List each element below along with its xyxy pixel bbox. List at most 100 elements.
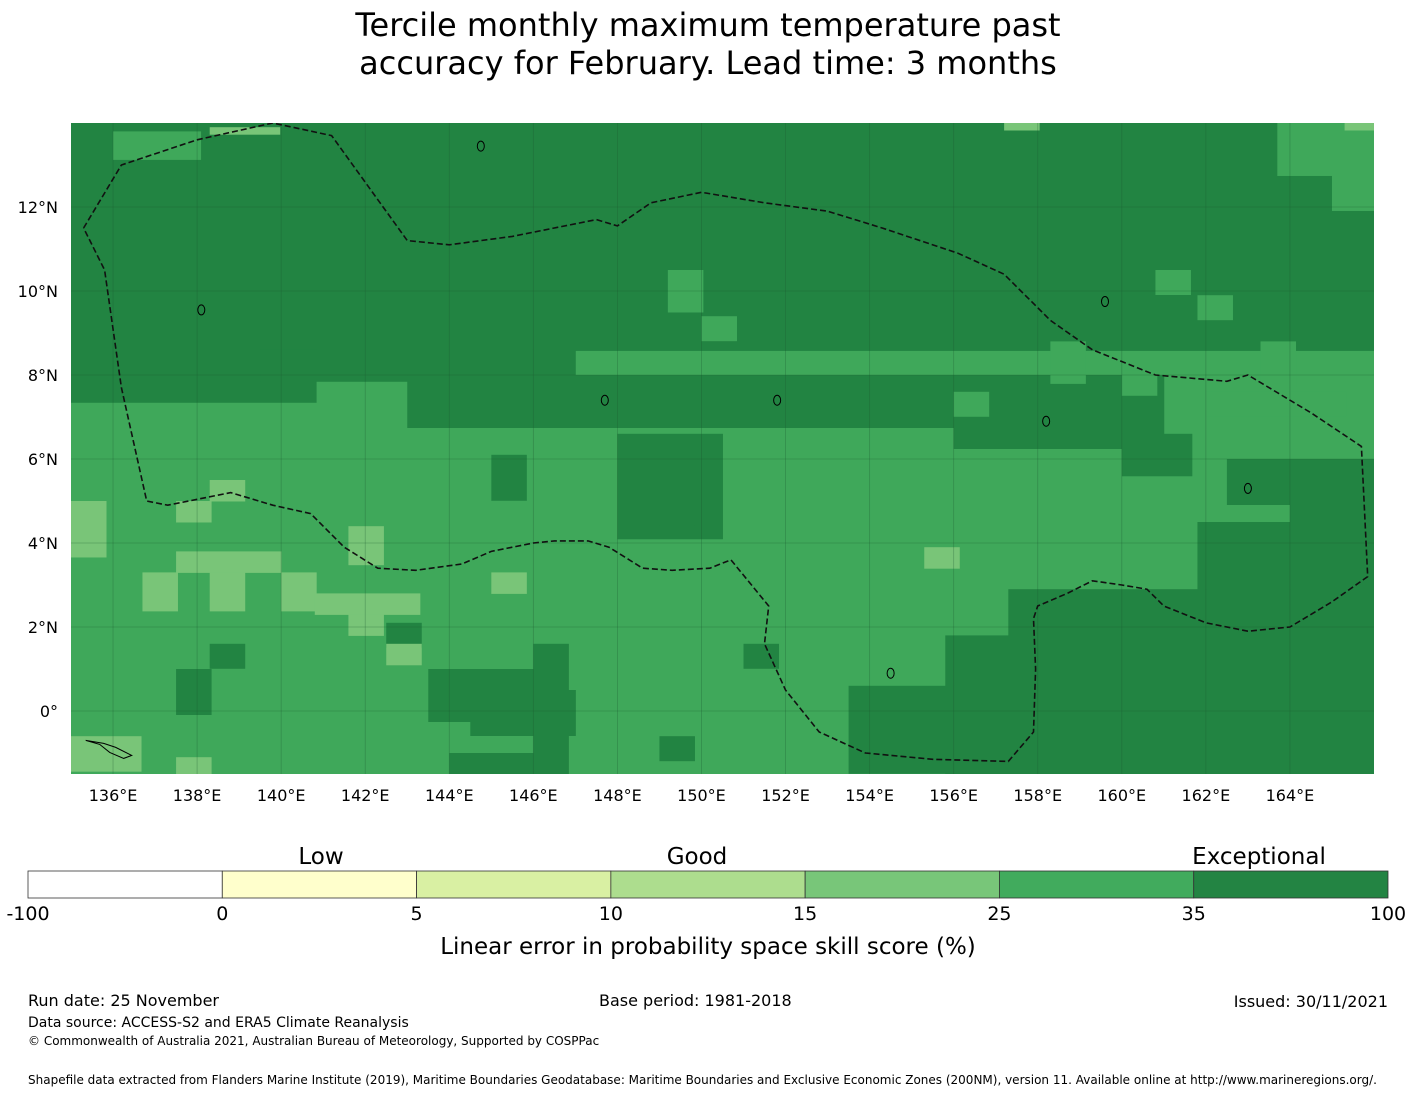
island-outline	[476, 140, 485, 152]
patch-exceptional	[176, 669, 212, 715]
patch-good-mid	[209, 127, 281, 135]
category-exceptional: Exceptional	[1192, 844, 1326, 870]
patch-good-high	[1197, 295, 1233, 321]
skill-map	[49, 123, 1374, 774]
lon-tick-label: 164°E	[1266, 786, 1315, 805]
island-outline	[197, 304, 206, 316]
patch-good-high	[113, 131, 202, 160]
patch-good-high	[1155, 270, 1191, 295]
lon-tick-label: 136°E	[89, 786, 138, 805]
lat-tick-label: 2°N	[28, 618, 58, 637]
patch-good-mid	[1344, 123, 1374, 131]
patch-exceptional	[1121, 433, 1193, 477]
lon-tick-label: 148°E	[593, 786, 642, 805]
island-outline	[85, 739, 133, 759]
lon-tick-label: 158°E	[1013, 786, 1062, 805]
patch-good-mid	[176, 757, 212, 774]
patch-good-high	[667, 270, 704, 313]
colorbar-segment	[804, 870, 1000, 899]
lat-tick-label: 12°N	[18, 198, 58, 217]
patch-exceptional	[1226, 459, 1374, 505]
colorbar-tick-label: 0	[216, 903, 228, 925]
patch-exceptional	[71, 123, 1374, 351]
patch-exceptional	[449, 753, 555, 774]
latitude-axis: 12°N 10°N 8°N 6°N 4°N 2°N 0°	[18, 198, 58, 721]
island-outline	[1243, 482, 1252, 494]
shapefile-credit: Shapefile data extracted from Flanders M…	[28, 1073, 1377, 1087]
island-outline	[49, 391, 56, 401]
title-line-2: accuracy for February. Lead time: 3 mont…	[359, 44, 1057, 82]
patch-exceptional	[407, 375, 618, 428]
colorbar-label: Linear error in probability space skill …	[440, 934, 976, 960]
colorbar-tick-label: -100	[6, 903, 49, 925]
lon-tick-label: 138°E	[173, 786, 222, 805]
patch-good-mid	[281, 572, 317, 612]
patch-good-high	[1260, 341, 1297, 388]
island-outline	[886, 667, 895, 679]
patch-good-high	[1121, 370, 1158, 396]
island-outline	[600, 394, 609, 406]
colorbar-tick-label: 5	[411, 903, 423, 925]
map-gridlines	[71, 123, 1374, 774]
patch-good-mid	[176, 551, 282, 573]
colorbar-tick-label: 35	[1182, 903, 1206, 925]
category-good: Good	[667, 844, 728, 870]
patch-good-high	[1050, 341, 1086, 384]
eez-boundary	[82, 123, 1369, 763]
lon-tick-label: 156°E	[929, 786, 978, 805]
lon-tick-label: 150°E	[677, 786, 726, 805]
skill-patches	[71, 123, 1374, 774]
colorbar-tick-label: 10	[599, 903, 623, 925]
patch-good-mid	[348, 614, 384, 636]
longitude-axis: 136°E 138°E 140°E 142°E 144°E 146°E 148°E 150°E…	[89, 786, 1315, 805]
lat-tick-label: 4°N	[28, 534, 58, 553]
patch-good-mid	[386, 643, 422, 666]
island-outline	[1100, 296, 1109, 307]
base-period: Base period: 1981-2018	[599, 991, 792, 1010]
patch-exceptional	[209, 643, 246, 669]
colorbar-segment	[27, 870, 223, 899]
patch-good-high	[1205, 391, 1347, 417]
patch-good-mid	[209, 480, 246, 502]
patch-exceptional	[848, 685, 1025, 774]
issued-date: Issued: 30/11/2021	[1233, 992, 1388, 1011]
patch-good-mid	[176, 501, 212, 523]
patch-good-mid	[1004, 123, 1040, 131]
title-line-1: Tercile monthly maximum temperature past	[355, 6, 1061, 44]
lon-tick-label: 152°E	[761, 786, 810, 805]
lat-tick-label: 10°N	[18, 282, 58, 301]
patch-good-mid	[209, 572, 246, 612]
run-date: Run date: 25 November	[28, 991, 219, 1010]
colorbar-segments	[27, 870, 1389, 899]
colorbar-tick-label: 15	[793, 903, 817, 925]
colorbar-tick-label: 25	[987, 903, 1011, 925]
patch-good-mid	[924, 547, 960, 569]
lat-tick-label: 6°N	[28, 450, 58, 469]
lon-tick-label: 146°E	[509, 786, 558, 805]
patch-exceptional	[386, 622, 422, 648]
colorbar-segment	[610, 870, 806, 899]
lon-tick-label: 160°E	[1097, 786, 1146, 805]
patch-good-high	[701, 316, 737, 342]
colorbar-segment	[416, 870, 612, 899]
patch-exceptional	[1008, 589, 1374, 774]
colorbar-tick-label: 100	[1370, 903, 1406, 925]
island-outline	[773, 394, 782, 406]
colorbar-segment	[221, 870, 417, 899]
patch-exceptional	[659, 480, 695, 526]
lon-tick-label: 154°E	[845, 786, 894, 805]
category-low: Low	[298, 844, 343, 870]
colorbar: Low Good Exceptional -100 0 5 10 15 25 35 100 L…	[6, 844, 1406, 960]
lat-tick-label: 8°N	[28, 366, 58, 385]
colorbar-segment	[999, 870, 1195, 899]
lon-tick-label: 162°E	[1182, 786, 1231, 805]
patch-good-mid	[348, 526, 384, 566]
colorbar-segment	[1193, 870, 1389, 899]
patch-good-high	[1331, 165, 1374, 211]
lon-tick-label: 144°E	[425, 786, 474, 805]
patch-good-mid	[142, 572, 178, 612]
island-outline	[1042, 415, 1051, 427]
colorbar-ticks: -100 0 5 10 15 25 35 100	[6, 903, 1406, 925]
lat-tick-label: 0°	[40, 702, 58, 721]
